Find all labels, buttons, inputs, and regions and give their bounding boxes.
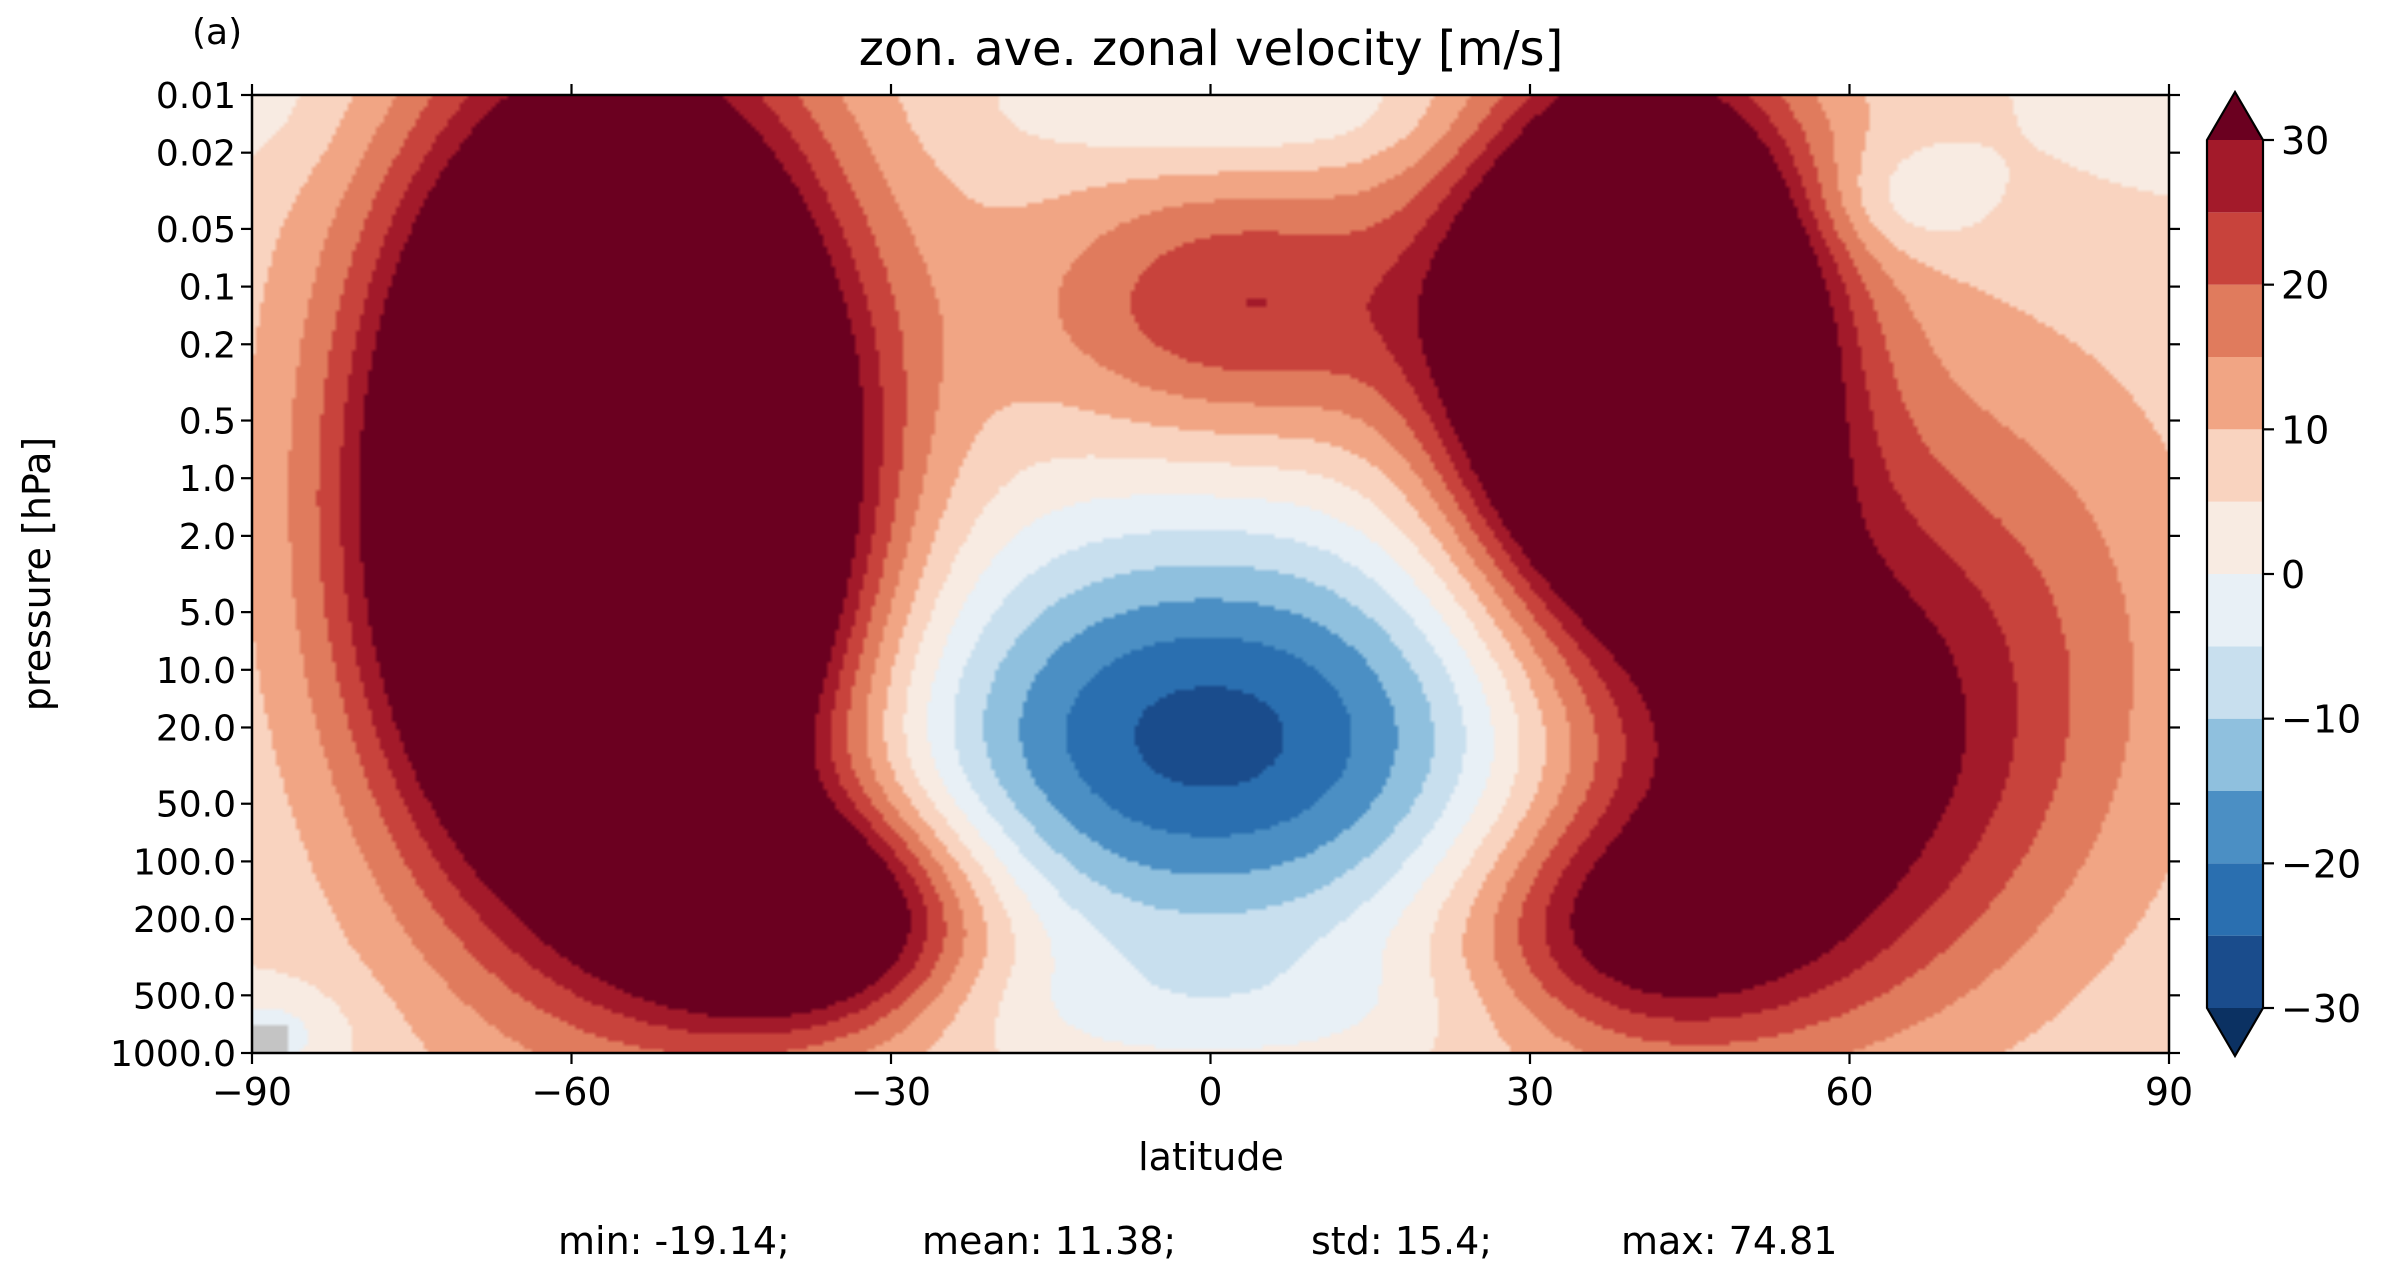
y-tick-label: 10.0 <box>156 651 236 692</box>
colorbar-segment <box>2207 501 2263 574</box>
stat-std: std: 15.4; <box>1311 1219 1492 1263</box>
colorbar-tick-label: 20 <box>2281 264 2329 308</box>
colorbar-segment <box>2207 574 2263 647</box>
colorbar-segment <box>2207 357 2263 430</box>
x-tick-label: −30 <box>851 1070 931 1114</box>
colorbar-extend-max <box>2207 92 2263 140</box>
stats-line: min: -19.14; mean: 11.38; std: 15.4; max… <box>558 1219 1837 1263</box>
contour-field <box>252 95 2169 1053</box>
colorbar-segment <box>2207 212 2263 285</box>
plot-area <box>250 93 2171 1055</box>
y-tick-label: 0.2 <box>179 325 236 366</box>
y-tick-label: 5.0 <box>179 593 236 634</box>
colorbar-tick-label: −30 <box>2281 987 2361 1031</box>
colorbar-segment <box>2207 646 2263 719</box>
x-tick-label: 60 <box>1825 1070 1873 1114</box>
y-tick-label: 0.01 <box>156 76 236 117</box>
y-tick-label: 0.02 <box>156 134 236 175</box>
y-tick-label: 1.0 <box>179 459 236 500</box>
colorbar-segment <box>2207 718 2263 791</box>
stat-min: min: -19.14; <box>558 1219 790 1263</box>
y-tick-label: 100.0 <box>133 842 236 883</box>
y-tick-label: 200.0 <box>133 900 236 941</box>
y-tick-label: 1000.0 <box>110 1034 236 1075</box>
y-tick-label: 50.0 <box>156 785 236 826</box>
chart-title: zon. ave. zonal velocity [m/s] <box>859 21 1564 77</box>
colorbar-extend-min <box>2207 1008 2263 1056</box>
colorbar-tick-label: 10 <box>2281 408 2329 452</box>
x-tick-label: −90 <box>212 1070 292 1114</box>
colorbar-segment <box>2207 935 2263 1008</box>
stat-max: max: 74.81 <box>1621 1219 1837 1263</box>
x-tick-label: 30 <box>1506 1070 1554 1114</box>
x-tick-label: 0 <box>1198 1070 1222 1114</box>
y-axis-label: pressure [hPa] <box>15 437 59 711</box>
y-tick-label: 0.05 <box>156 210 236 251</box>
y-tick-label: 2.0 <box>179 517 236 558</box>
y-tick-label: 20.0 <box>156 708 236 749</box>
y-tick-label: 0.1 <box>179 268 236 309</box>
y-axis: 0.01 0.02 0.05 0.1 0.2 0.5 1.0 2.0 5.0 10.0 20.0 50… <box>110 76 2180 1075</box>
colorbar-tick-label: 0 <box>2281 553 2305 597</box>
y-tick-label: 500.0 <box>133 976 236 1017</box>
colorbar-tick-label: 30 <box>2281 119 2329 163</box>
colorbar-segment <box>2207 863 2263 936</box>
colorbar-segment <box>2207 429 2263 502</box>
panel-label: (a) <box>192 12 242 53</box>
x-tick-label: 90 <box>2145 1070 2193 1114</box>
colorbar-tick-label: −10 <box>2281 698 2361 742</box>
stat-mean: mean: 11.38; <box>922 1219 1176 1263</box>
x-axis: −90 −60 −30 0 30 60 90 <box>212 84 2193 1114</box>
x-axis-label: latitude <box>1138 1135 1284 1179</box>
colorbar-segment <box>2207 284 2263 357</box>
x-tick-label: −60 <box>531 1070 611 1114</box>
colorbar-segment <box>2207 140 2263 213</box>
colorbar-tick-label: −20 <box>2281 842 2361 886</box>
y-tick-label: 0.5 <box>179 402 236 443</box>
colorbar: −30 −20 −10 0 10 20 30 <box>2205 89 2361 1059</box>
colorbar-segment <box>2207 791 2263 864</box>
